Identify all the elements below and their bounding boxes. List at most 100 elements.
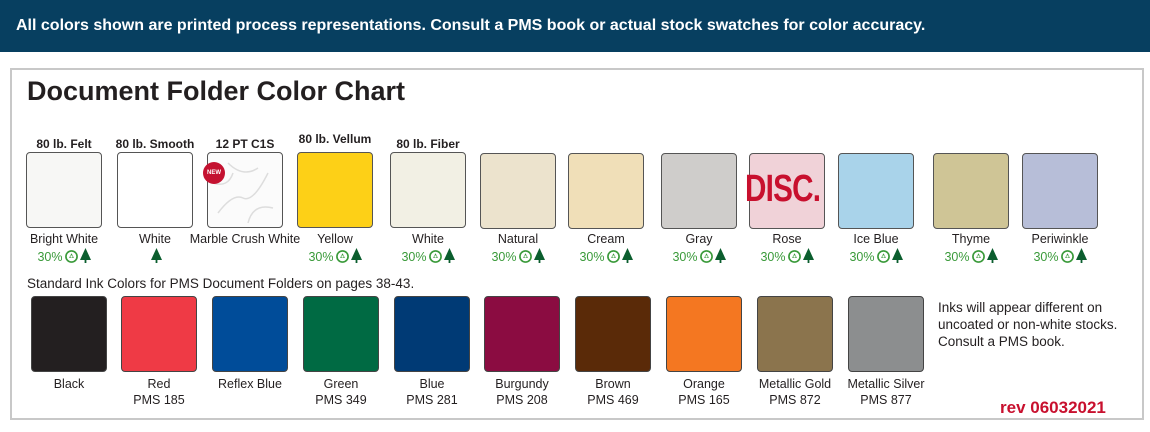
ink-pms-number: PMS 208 — [496, 393, 548, 407]
ink-swatch — [757, 296, 833, 372]
recycled-info: 30% — [275, 248, 395, 266]
paper-swatch — [26, 152, 102, 228]
revision-label: rev 06032021 — [1000, 398, 1106, 417]
tree-icon — [714, 248, 726, 266]
paper-grade-label: 80 lb. Fiber — [396, 137, 460, 151]
tree-icon — [79, 248, 91, 266]
recycle-icon — [699, 250, 713, 266]
ink-pms-number: PMS 469 — [587, 393, 639, 407]
ink-swatch — [212, 296, 288, 372]
recycle-icon — [876, 250, 890, 266]
tree-icon — [443, 248, 455, 266]
paper-swatch — [749, 153, 825, 229]
tree-icon — [891, 248, 903, 266]
paper-swatch — [933, 153, 1009, 229]
paper-color-name: Periwinkle — [1031, 232, 1089, 246]
paper-color-name: Marble Crush White — [189, 232, 301, 246]
page-title: Document Folder Color Chart — [27, 76, 406, 106]
tree-icon — [802, 248, 814, 266]
tree-icon — [350, 248, 362, 266]
recycled-info: 30% — [458, 248, 578, 266]
recycle-icon — [606, 250, 620, 266]
recycled-percent: 30% — [672, 250, 698, 264]
recycled-info: 30% — [1000, 248, 1120, 266]
ink-swatch — [303, 296, 379, 372]
paper-swatch — [117, 152, 193, 228]
ink-swatch — [484, 296, 560, 372]
ink-swatch — [121, 296, 197, 372]
recycle-icon — [335, 250, 349, 266]
recycle-icon — [971, 250, 985, 266]
recycled-percent: 30% — [491, 250, 517, 264]
paper-color-name: Cream — [587, 232, 625, 246]
paper-color-name: Gray — [685, 232, 713, 246]
paper-color-name: Rose — [772, 232, 802, 246]
recycled-info: 30% — [546, 248, 666, 266]
ink-swatch — [848, 296, 924, 372]
paper-swatch — [1022, 153, 1098, 229]
paper-color-name: Natural — [497, 232, 539, 246]
recycle-icon — [64, 250, 78, 266]
ink-color-name: Reflex Blue — [218, 377, 282, 391]
recycle-icon — [428, 250, 442, 266]
recycled-info: 30% — [816, 248, 936, 266]
recycle-icon — [787, 250, 801, 266]
paper-swatch — [661, 153, 737, 229]
recycled-info: 30% — [911, 248, 1031, 266]
recycled-percent: 30% — [849, 250, 875, 264]
recycled-percent: 30% — [308, 250, 334, 264]
recycle-icon — [1060, 250, 1074, 266]
recycled-percent: 30% — [579, 250, 605, 264]
paper-swatch — [838, 153, 914, 229]
paper-color-name: Bright White — [29, 232, 99, 246]
new-badge: NEW — [203, 162, 225, 184]
paper-swatch — [297, 152, 373, 228]
paper-grade-label: 80 lb. Vellum — [298, 132, 372, 146]
tree-icon — [150, 248, 162, 266]
recycled-percent: 30% — [401, 250, 427, 264]
recycled-info: 30% — [727, 248, 847, 266]
paper-color-name: Thyme — [951, 232, 991, 246]
recycled-info — [95, 248, 215, 266]
recycled-percent: 30% — [944, 250, 970, 264]
chart-frame — [10, 68, 1144, 420]
paper-color-name: Yellow — [317, 232, 353, 246]
tree-icon — [533, 248, 545, 266]
paper-color-name: Ice Blue — [853, 232, 899, 246]
ink-swatch — [666, 296, 742, 372]
paper-color-name: White — [412, 232, 444, 246]
paper-grade-label: 80 lb. Smooth — [115, 137, 195, 151]
recycled-info: 30% — [4, 248, 124, 266]
ink-swatch — [394, 296, 470, 372]
paper-grade-label: 12 PT C1S — [215, 137, 275, 151]
tree-icon — [1075, 248, 1087, 266]
paper-swatch — [390, 152, 466, 228]
ink-heading: Standard Ink Colors for PMS Document Fol… — [27, 276, 415, 291]
ink-color-name: Green — [323, 377, 359, 391]
paper-color-name: White — [139, 232, 171, 246]
ink-pms-number: PMS 877 — [860, 393, 912, 407]
ink-color-name: Burgundy — [495, 377, 549, 391]
ink-color-name: Black — [53, 377, 85, 391]
recycled-percent: 30% — [37, 250, 63, 264]
ink-pms-number: PMS 281 — [406, 393, 458, 407]
ink-color-name: Red — [147, 377, 171, 391]
paper-grade-label: 80 lb. Felt — [36, 137, 92, 151]
ink-note: Inks will appear different on uncoated o… — [938, 300, 1118, 349]
ink-color-name: Metallic Silver — [847, 377, 925, 391]
recycle-icon — [518, 250, 532, 266]
ink-color-name: Metallic Gold — [758, 377, 832, 391]
discontinued-stamp: DISC. — [745, 168, 821, 210]
ink-swatch — [575, 296, 651, 372]
ink-pms-number: PMS 349 — [315, 393, 367, 407]
ink-pms-number: PMS 872 — [769, 393, 821, 407]
ink-color-name: Orange — [683, 377, 725, 391]
ink-color-name: Brown — [595, 377, 631, 391]
recycled-info: 30% — [368, 248, 488, 266]
ink-pms-number: PMS 185 — [133, 393, 185, 407]
ink-pms-number: PMS 165 — [678, 393, 730, 407]
recycled-percent: 30% — [760, 250, 786, 264]
paper-swatch — [480, 153, 556, 229]
disclaimer-banner: All colors shown are printed process rep… — [0, 0, 1150, 52]
tree-icon — [986, 248, 998, 266]
